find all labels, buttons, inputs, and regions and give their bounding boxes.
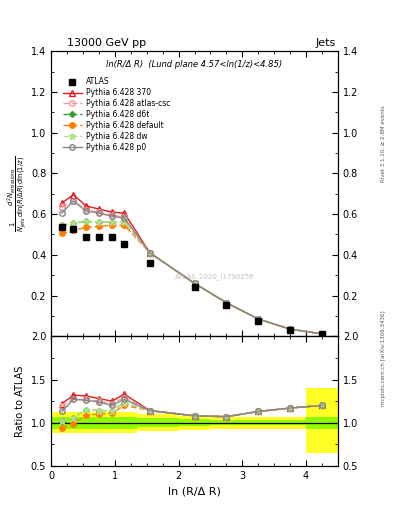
Text: Jets: Jets [316, 38, 336, 49]
Legend: ATLAS, Pythia 6.428 370, Pythia 6.428 atlas-csc, Pythia 6.428 d6t, Pythia 6.428 : ATLAS, Pythia 6.428 370, Pythia 6.428 at… [61, 75, 173, 154]
Text: ln(R/Δ R)  (Lund plane 4.57<ln(1/z)<4.85): ln(R/Δ R) (Lund plane 4.57<ln(1/z)<4.85) [107, 60, 283, 69]
Text: 13000 GeV pp: 13000 GeV pp [67, 38, 146, 49]
Text: ATLAS_2020_I1790256: ATLAS_2020_I1790256 [175, 273, 254, 280]
Y-axis label: Ratio to ATLAS: Ratio to ATLAS [15, 366, 25, 437]
Y-axis label: $\frac{1}{N_{jets}}\frac{d^2 N_{emissions}}{d\ln(R/\Delta R)\,d\ln(1/z)}$: $\frac{1}{N_{jets}}\frac{d^2 N_{emission… [6, 156, 29, 232]
Text: Rivet 3.1.10, ≥ 2.8M events: Rivet 3.1.10, ≥ 2.8M events [381, 105, 386, 182]
Text: mcplots.cern.ch [arXiv:1306.3436]: mcplots.cern.ch [arXiv:1306.3436] [381, 311, 386, 406]
X-axis label: ln (R/Δ R): ln (R/Δ R) [168, 486, 221, 496]
